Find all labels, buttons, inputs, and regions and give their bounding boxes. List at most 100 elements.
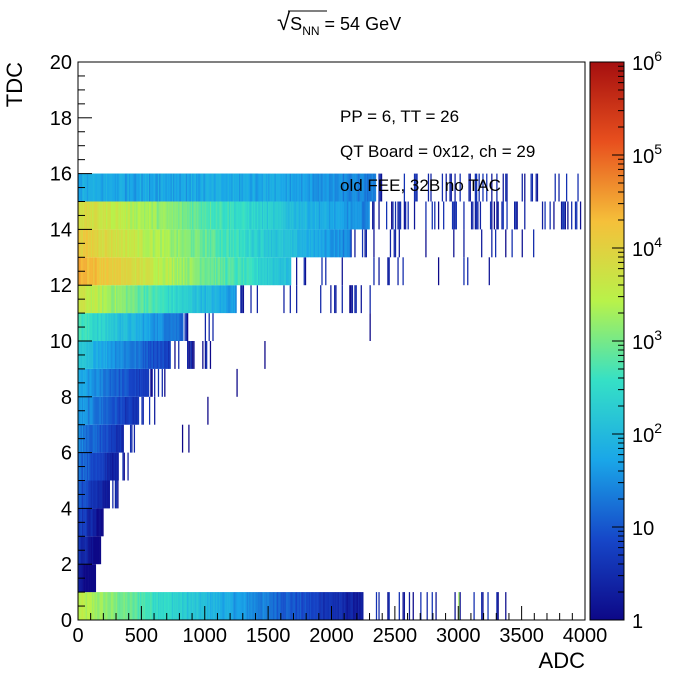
heatmap-bin xyxy=(187,592,189,620)
heatmap-bin xyxy=(227,285,230,314)
heatmap-bin xyxy=(119,257,122,286)
heatmap-bin xyxy=(89,257,91,286)
heatmap-bin xyxy=(121,257,123,286)
heatmap-bin xyxy=(292,173,294,202)
heatmap-bin xyxy=(420,592,422,620)
heatmap-bin xyxy=(306,173,308,202)
heatmap-bin xyxy=(86,396,89,425)
heatmap-bin xyxy=(110,257,113,286)
heatmap-bin xyxy=(95,313,98,341)
heatmap-bin xyxy=(187,173,189,202)
heatmap-bin xyxy=(105,201,108,230)
heatmap-bin xyxy=(110,368,113,397)
heatmap-bin xyxy=(233,173,236,202)
heatmap-bin xyxy=(273,173,275,202)
heatmap-bin xyxy=(129,396,132,425)
heatmap-bin xyxy=(481,229,483,258)
heatmap-bin xyxy=(341,592,344,620)
heatmap-bin xyxy=(298,173,301,202)
heatmap-bin xyxy=(275,229,278,258)
heatmap-bin xyxy=(152,285,155,314)
heatmap-bin xyxy=(104,201,107,230)
heatmap-bin xyxy=(114,201,117,230)
heatmap-bin xyxy=(303,201,306,230)
heatmap-bin xyxy=(100,368,103,397)
heatmap-bin xyxy=(100,508,103,537)
heatmap-bin xyxy=(316,173,318,202)
heatmap-bin xyxy=(131,257,133,286)
heatmap-bin xyxy=(237,229,240,258)
heatmap-bin xyxy=(199,257,202,286)
heatmap-bin xyxy=(345,201,348,230)
heatmap-bin xyxy=(148,592,151,620)
heatmap-bin xyxy=(335,173,337,202)
heatmap-bin xyxy=(323,173,326,202)
heatmap-bin xyxy=(112,592,114,620)
heatmap-bin xyxy=(89,508,91,537)
heatmap-bin xyxy=(103,341,105,369)
heatmap-bin xyxy=(238,257,241,286)
heatmap-bin xyxy=(355,201,358,230)
heatmap-bin xyxy=(247,173,250,202)
heatmap-bin xyxy=(136,313,138,341)
heatmap-bin xyxy=(88,285,90,314)
heatmap-bin xyxy=(218,201,221,230)
heatmap-bin xyxy=(255,592,258,620)
heatmap-bin xyxy=(135,396,137,425)
heatmap-bin xyxy=(222,592,225,620)
heatmap-bin xyxy=(222,173,225,202)
heatmap-bin xyxy=(170,173,173,202)
heatmap-bin xyxy=(472,201,474,230)
heatmap-bin xyxy=(103,592,105,620)
heatmap-bin xyxy=(256,285,258,314)
heatmap-bin xyxy=(398,201,400,230)
heatmap-bin xyxy=(114,424,117,453)
heatmap-bin xyxy=(264,201,266,230)
heatmap-bin xyxy=(171,285,174,314)
heatmap-bin xyxy=(166,285,169,314)
heatmap-bin xyxy=(463,201,465,230)
heatmap-bin xyxy=(237,257,240,286)
heatmap-bin xyxy=(227,201,230,230)
heatmap-bin xyxy=(231,285,233,314)
heatmap-bin xyxy=(241,229,244,258)
heatmap-bin xyxy=(127,396,129,425)
heatmap-bin xyxy=(129,257,132,286)
heatmap-bin xyxy=(122,452,124,481)
heatmap-bin xyxy=(282,173,284,202)
heatmap-bin xyxy=(536,173,539,202)
heatmap-bin xyxy=(93,424,95,453)
heatmap-bin xyxy=(145,173,147,202)
heatmap-bin xyxy=(112,341,114,369)
heatmap-bin xyxy=(288,173,290,202)
heatmap-bin xyxy=(162,313,165,341)
heatmap-bin xyxy=(133,313,136,341)
heatmap-bin xyxy=(155,173,157,202)
heatmap-bin xyxy=(132,285,135,314)
heatmap-bin xyxy=(129,285,132,314)
heatmap-bin xyxy=(107,173,109,202)
heatmap-bin xyxy=(190,592,193,620)
heatmap-bin xyxy=(228,201,231,230)
heatmap-bin xyxy=(279,229,282,258)
heatmap-bin xyxy=(211,173,213,202)
heatmap-bin xyxy=(265,257,268,286)
heatmap-bin xyxy=(250,285,252,314)
heatmap-bin xyxy=(369,173,372,202)
heatmap-bin xyxy=(271,592,274,620)
heatmap-bin xyxy=(123,313,126,341)
heatmap-bin xyxy=(283,229,285,258)
heatmap-bin xyxy=(178,173,180,202)
heatmap-bin xyxy=(313,592,316,620)
heatmap-bin xyxy=(109,396,112,425)
heatmap-bin xyxy=(275,173,278,202)
heatmap-bin xyxy=(219,201,222,230)
heatmap-bin xyxy=(282,229,284,258)
heatmap-bin xyxy=(476,173,478,202)
heatmap-bin xyxy=(322,173,325,202)
heatmap-bin xyxy=(95,508,98,537)
heatmap-bin xyxy=(108,173,110,202)
heatmap-bin xyxy=(86,173,89,202)
heatmap-bin xyxy=(159,173,161,202)
heatmap-bin xyxy=(157,229,160,258)
